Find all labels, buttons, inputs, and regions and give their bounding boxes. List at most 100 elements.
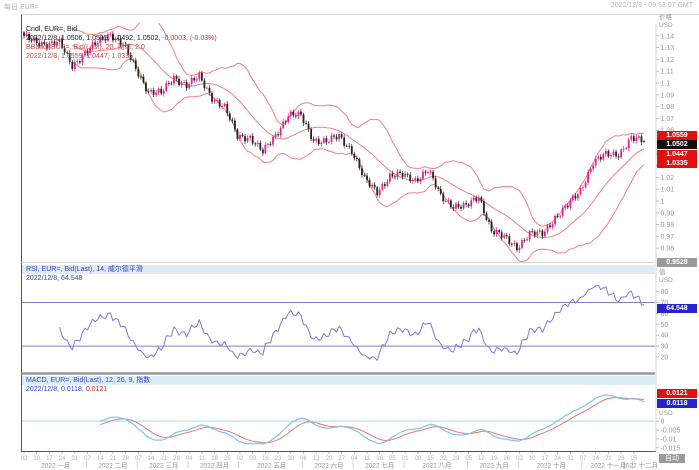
svg-text:27: 27 xyxy=(338,456,345,462)
rsi-header-strip xyxy=(22,265,655,274)
rsi-value: 2022/12/8, 64.548 xyxy=(26,275,83,282)
svg-text:20: 20 xyxy=(661,355,669,362)
svg-text:14: 14 xyxy=(148,456,155,462)
rsi-series-label: RSI, EUR=, Bid(Last), 14, 威尔德平滑 xyxy=(26,266,143,273)
svg-text:2022 一月: 2022 一月 xyxy=(41,462,70,470)
svg-text:03: 03 xyxy=(516,456,523,462)
svg-text:USD: USD xyxy=(659,22,673,29)
macd-signal-value: 0.0121 xyxy=(83,386,108,393)
svg-text:23: 23 xyxy=(275,456,282,462)
svg-text:1.08: 1.08 xyxy=(661,104,675,111)
svg-text:0.99: 0.99 xyxy=(661,210,675,217)
svg-text:21: 21 xyxy=(160,456,167,462)
svg-text:17: 17 xyxy=(46,456,53,462)
candle-ohlc-values: 2022/12/8, 1.0506, 1.0515, 1.0492, 1.050… xyxy=(26,35,217,42)
price-change-value: -0.0003, (-0.03%) xyxy=(160,35,217,42)
svg-text:28: 28 xyxy=(173,456,180,462)
svg-text:2022 九月: 2022 九月 xyxy=(479,461,508,470)
badge-last-price: 1.0502 xyxy=(657,140,697,150)
svg-text:06: 06 xyxy=(300,456,307,462)
svg-text:18: 18 xyxy=(211,456,218,462)
macd-plot[interactable] xyxy=(22,394,655,445)
svg-text:16: 16 xyxy=(262,456,269,462)
svg-text:2022 六月: 2022 六月 xyxy=(314,461,343,470)
badge-macd-signal: 0.0121 xyxy=(657,389,697,399)
svg-text:50: 50 xyxy=(661,322,669,329)
svg-text:19: 19 xyxy=(491,456,498,462)
svg-text:1: 1 xyxy=(661,199,665,206)
svg-text:24: 24 xyxy=(554,456,561,462)
svg-text:1.11: 1.11 xyxy=(661,69,674,76)
macd-series-label: MACD, EUR=, Bid(Last), 12, 26, 9, 指数 xyxy=(26,377,151,384)
svg-text:12: 12 xyxy=(478,456,485,462)
price-plot[interactable] xyxy=(23,17,645,262)
svg-text:30: 30 xyxy=(287,456,294,462)
rsi-plot[interactable] xyxy=(22,284,655,361)
svg-text:05: 05 xyxy=(465,456,472,462)
chart-title[interactable]: 每日 EUR= xyxy=(4,4,39,11)
badge-rsi: 64.548 xyxy=(657,303,697,313)
svg-text:2022 五月: 2022 五月 xyxy=(257,462,286,470)
macd-legend: MACD, EUR=, Bid(Last), 12, 26, 9, 指数 202… xyxy=(26,376,150,394)
svg-text:1.07: 1.07 xyxy=(661,116,675,123)
svg-text:25: 25 xyxy=(224,456,231,462)
svg-text:14: 14 xyxy=(592,456,599,462)
svg-text:1.1: 1.1 xyxy=(661,81,671,88)
badge-bb-mid: 1.0447 xyxy=(657,149,697,159)
svg-text:22: 22 xyxy=(440,456,447,462)
svg-text:15: 15 xyxy=(427,456,434,462)
svg-text:08: 08 xyxy=(415,456,422,462)
svg-text:-0.015: -0.015 xyxy=(661,445,681,452)
svg-text:40: 40 xyxy=(661,333,669,340)
svg-text:0.98: 0.98 xyxy=(661,222,675,229)
badge-price-min: 0.9528 xyxy=(657,257,697,267)
svg-text:2022 四月: 2022 四月 xyxy=(200,462,229,470)
svg-text:1.13: 1.13 xyxy=(661,45,675,52)
svg-text:21: 21 xyxy=(110,456,117,462)
svg-text:0.97: 0.97 xyxy=(661,234,675,241)
svg-text:2022 十二月: 2022 十二月 xyxy=(622,461,658,470)
svg-text:26: 26 xyxy=(503,456,510,462)
svg-text:05: 05 xyxy=(630,456,637,462)
svg-text:17: 17 xyxy=(542,456,549,462)
svg-text:25: 25 xyxy=(389,456,396,462)
svg-text:1.02: 1.02 xyxy=(661,175,675,182)
svg-text:1.09: 1.09 xyxy=(661,92,675,99)
bband-values: 2022/12/8, 1.0559, 1.0447, 1.0335 xyxy=(26,53,134,60)
autoscale-badge[interactable]: 自动 xyxy=(659,454,685,463)
badge-bb-upper: 1.0559 xyxy=(657,130,697,140)
svg-text:04: 04 xyxy=(351,456,358,462)
svg-text:07: 07 xyxy=(135,456,142,462)
svg-text:0.96: 0.96 xyxy=(661,246,675,253)
svg-text:-0.01: -0.01 xyxy=(661,436,677,443)
rsi-legend: RSI, EUR=, Bid(Last), 14, 威尔德平滑 2022/12/… xyxy=(26,265,143,283)
svg-text:21: 21 xyxy=(605,456,612,462)
svg-text:60: 60 xyxy=(661,311,669,318)
svg-text:70: 70 xyxy=(661,300,669,307)
svg-text:11: 11 xyxy=(199,456,206,462)
svg-text:2022 十月: 2022 十月 xyxy=(537,461,566,470)
svg-text:30: 30 xyxy=(661,344,669,351)
svg-text:1.12: 1.12 xyxy=(661,57,675,64)
svg-text:USD: USD xyxy=(659,410,673,417)
svg-text:03: 03 xyxy=(21,456,28,462)
badge-macd: 0.0118 xyxy=(657,398,697,408)
svg-text:29: 29 xyxy=(453,456,460,462)
price-legend: Cndl, EUR=, Bid 2022/12/8, 1.0506, 1.051… xyxy=(26,25,217,61)
svg-text:31: 31 xyxy=(567,456,574,462)
svg-text:-0.005: -0.005 xyxy=(661,428,681,435)
svg-text:14: 14 xyxy=(97,456,104,462)
svg-text:2022 二月: 2022 二月 xyxy=(98,462,127,470)
svg-text:2022 七月: 2022 七月 xyxy=(365,461,394,470)
svg-text:11: 11 xyxy=(364,456,371,462)
svg-text:18: 18 xyxy=(376,456,383,462)
svg-text:04: 04 xyxy=(186,456,193,462)
svg-text:02: 02 xyxy=(237,456,244,462)
bband-series-label: BBand, EUR=, Bid(Last), 20, 简单, 2.0 xyxy=(26,44,145,51)
svg-text:07: 07 xyxy=(84,456,91,462)
candle-series-label: Cndl, EUR=, Bid xyxy=(26,26,78,33)
svg-text:10: 10 xyxy=(33,456,40,462)
svg-text:1.14: 1.14 xyxy=(661,33,675,40)
